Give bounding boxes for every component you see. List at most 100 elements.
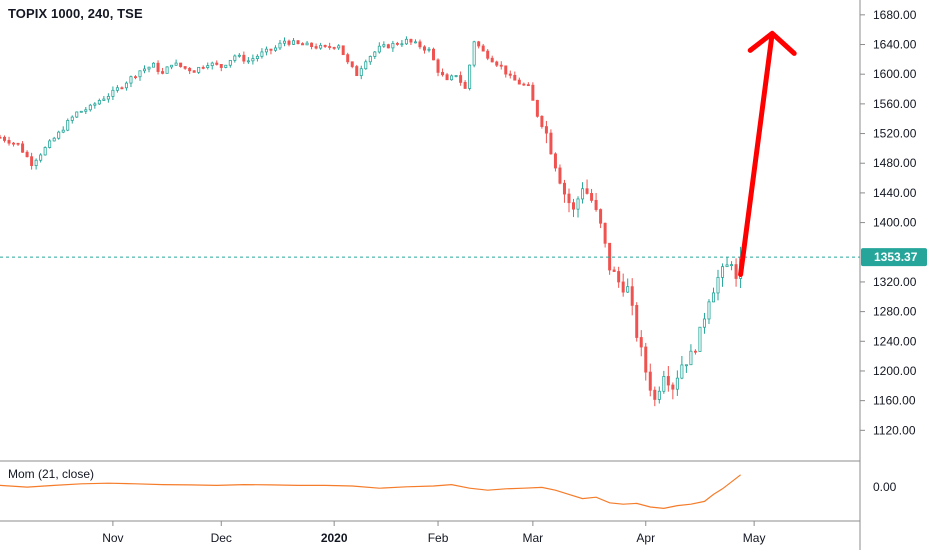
candle	[228, 59, 232, 68]
candle	[364, 59, 368, 70]
candle	[427, 46, 431, 53]
price-tick-label: 1480.00	[873, 156, 917, 170]
candle	[282, 37, 286, 47]
candle	[409, 38, 413, 46]
price-tick-label: 1200.00	[873, 364, 917, 378]
candle	[549, 129, 553, 155]
candle	[133, 75, 137, 80]
candle	[544, 120, 548, 144]
candlestick-series	[0, 36, 743, 407]
candle	[395, 41, 399, 46]
candle	[179, 62, 183, 68]
candle	[97, 98, 101, 105]
momentum-line	[0, 474, 741, 510]
candle	[504, 65, 508, 78]
candle	[264, 46, 268, 56]
symbol-title[interactable]: TOPIX 1000, 240, TSE	[8, 6, 143, 21]
candle	[143, 65, 147, 74]
candle	[34, 158, 38, 170]
candle	[111, 86, 115, 100]
candle	[170, 64, 174, 70]
candle	[115, 85, 119, 93]
candle	[635, 302, 639, 342]
last-price-label: 1353.37	[874, 250, 918, 264]
candle	[734, 258, 738, 287]
candle	[237, 53, 241, 58]
candle	[472, 40, 476, 68]
price-tick-label: 1520.00	[873, 127, 917, 141]
candle	[332, 46, 336, 50]
time-tick-label: Dec	[211, 531, 232, 545]
candle	[404, 36, 408, 45]
candle	[648, 363, 652, 397]
candle	[301, 42, 305, 46]
candle	[490, 55, 494, 63]
candle	[689, 344, 693, 366]
candle	[66, 118, 70, 132]
candle	[562, 179, 566, 203]
candle	[680, 355, 684, 380]
momentum-indicator-title[interactable]: Mom (21, close)	[8, 467, 95, 481]
candle	[102, 95, 106, 101]
candle	[603, 222, 607, 248]
candle	[468, 64, 472, 91]
candle	[553, 152, 557, 172]
candle	[183, 66, 187, 70]
candle	[612, 266, 616, 272]
candle	[594, 192, 598, 212]
candle	[328, 42, 332, 50]
price-tick-label: 1400.00	[873, 216, 917, 230]
price-tick-label: 1680.00	[873, 8, 917, 22]
candle	[251, 54, 255, 65]
time-tick-label: May	[743, 531, 766, 545]
time-axis: Nov Dec 2020 Feb Mar Apr May	[102, 521, 765, 545]
candle	[499, 61, 503, 70]
candle	[721, 263, 725, 287]
candle	[644, 342, 648, 381]
candle	[707, 299, 711, 325]
candle	[400, 39, 404, 48]
candle	[106, 93, 110, 103]
candle	[129, 75, 133, 88]
candle	[310, 42, 314, 50]
candle	[445, 72, 449, 81]
candle	[567, 188, 571, 213]
candle	[147, 66, 151, 73]
candle	[463, 80, 467, 89]
candle	[156, 60, 160, 75]
candle	[526, 82, 530, 87]
candle	[215, 60, 219, 66]
candle	[278, 39, 282, 51]
candle	[441, 68, 445, 77]
time-tick-label: 2020	[321, 531, 348, 545]
candle	[662, 370, 666, 394]
candle	[16, 142, 20, 146]
candle	[535, 99, 539, 118]
candle	[432, 47, 436, 61]
candle	[391, 40, 395, 52]
candle	[206, 62, 210, 70]
candle	[725, 257, 729, 268]
candle	[684, 364, 688, 373]
candle	[255, 54, 259, 62]
candle	[188, 67, 192, 75]
time-tick-label: Apr	[636, 531, 655, 545]
candle	[124, 81, 128, 91]
time-tick-label: Feb	[428, 531, 449, 545]
candle	[287, 39, 291, 47]
candle	[233, 54, 237, 63]
candle	[693, 349, 697, 355]
projection-arrow	[738, 30, 797, 278]
candle	[422, 45, 426, 54]
candle	[3, 135, 7, 143]
candle	[450, 74, 454, 81]
candle	[671, 382, 675, 400]
candle	[657, 386, 661, 404]
candle	[48, 139, 52, 149]
candle	[675, 370, 679, 396]
candle	[486, 49, 490, 61]
time-tick-label: Nov	[102, 531, 123, 545]
candle	[508, 70, 512, 79]
candle	[481, 43, 485, 52]
candle	[630, 278, 634, 316]
